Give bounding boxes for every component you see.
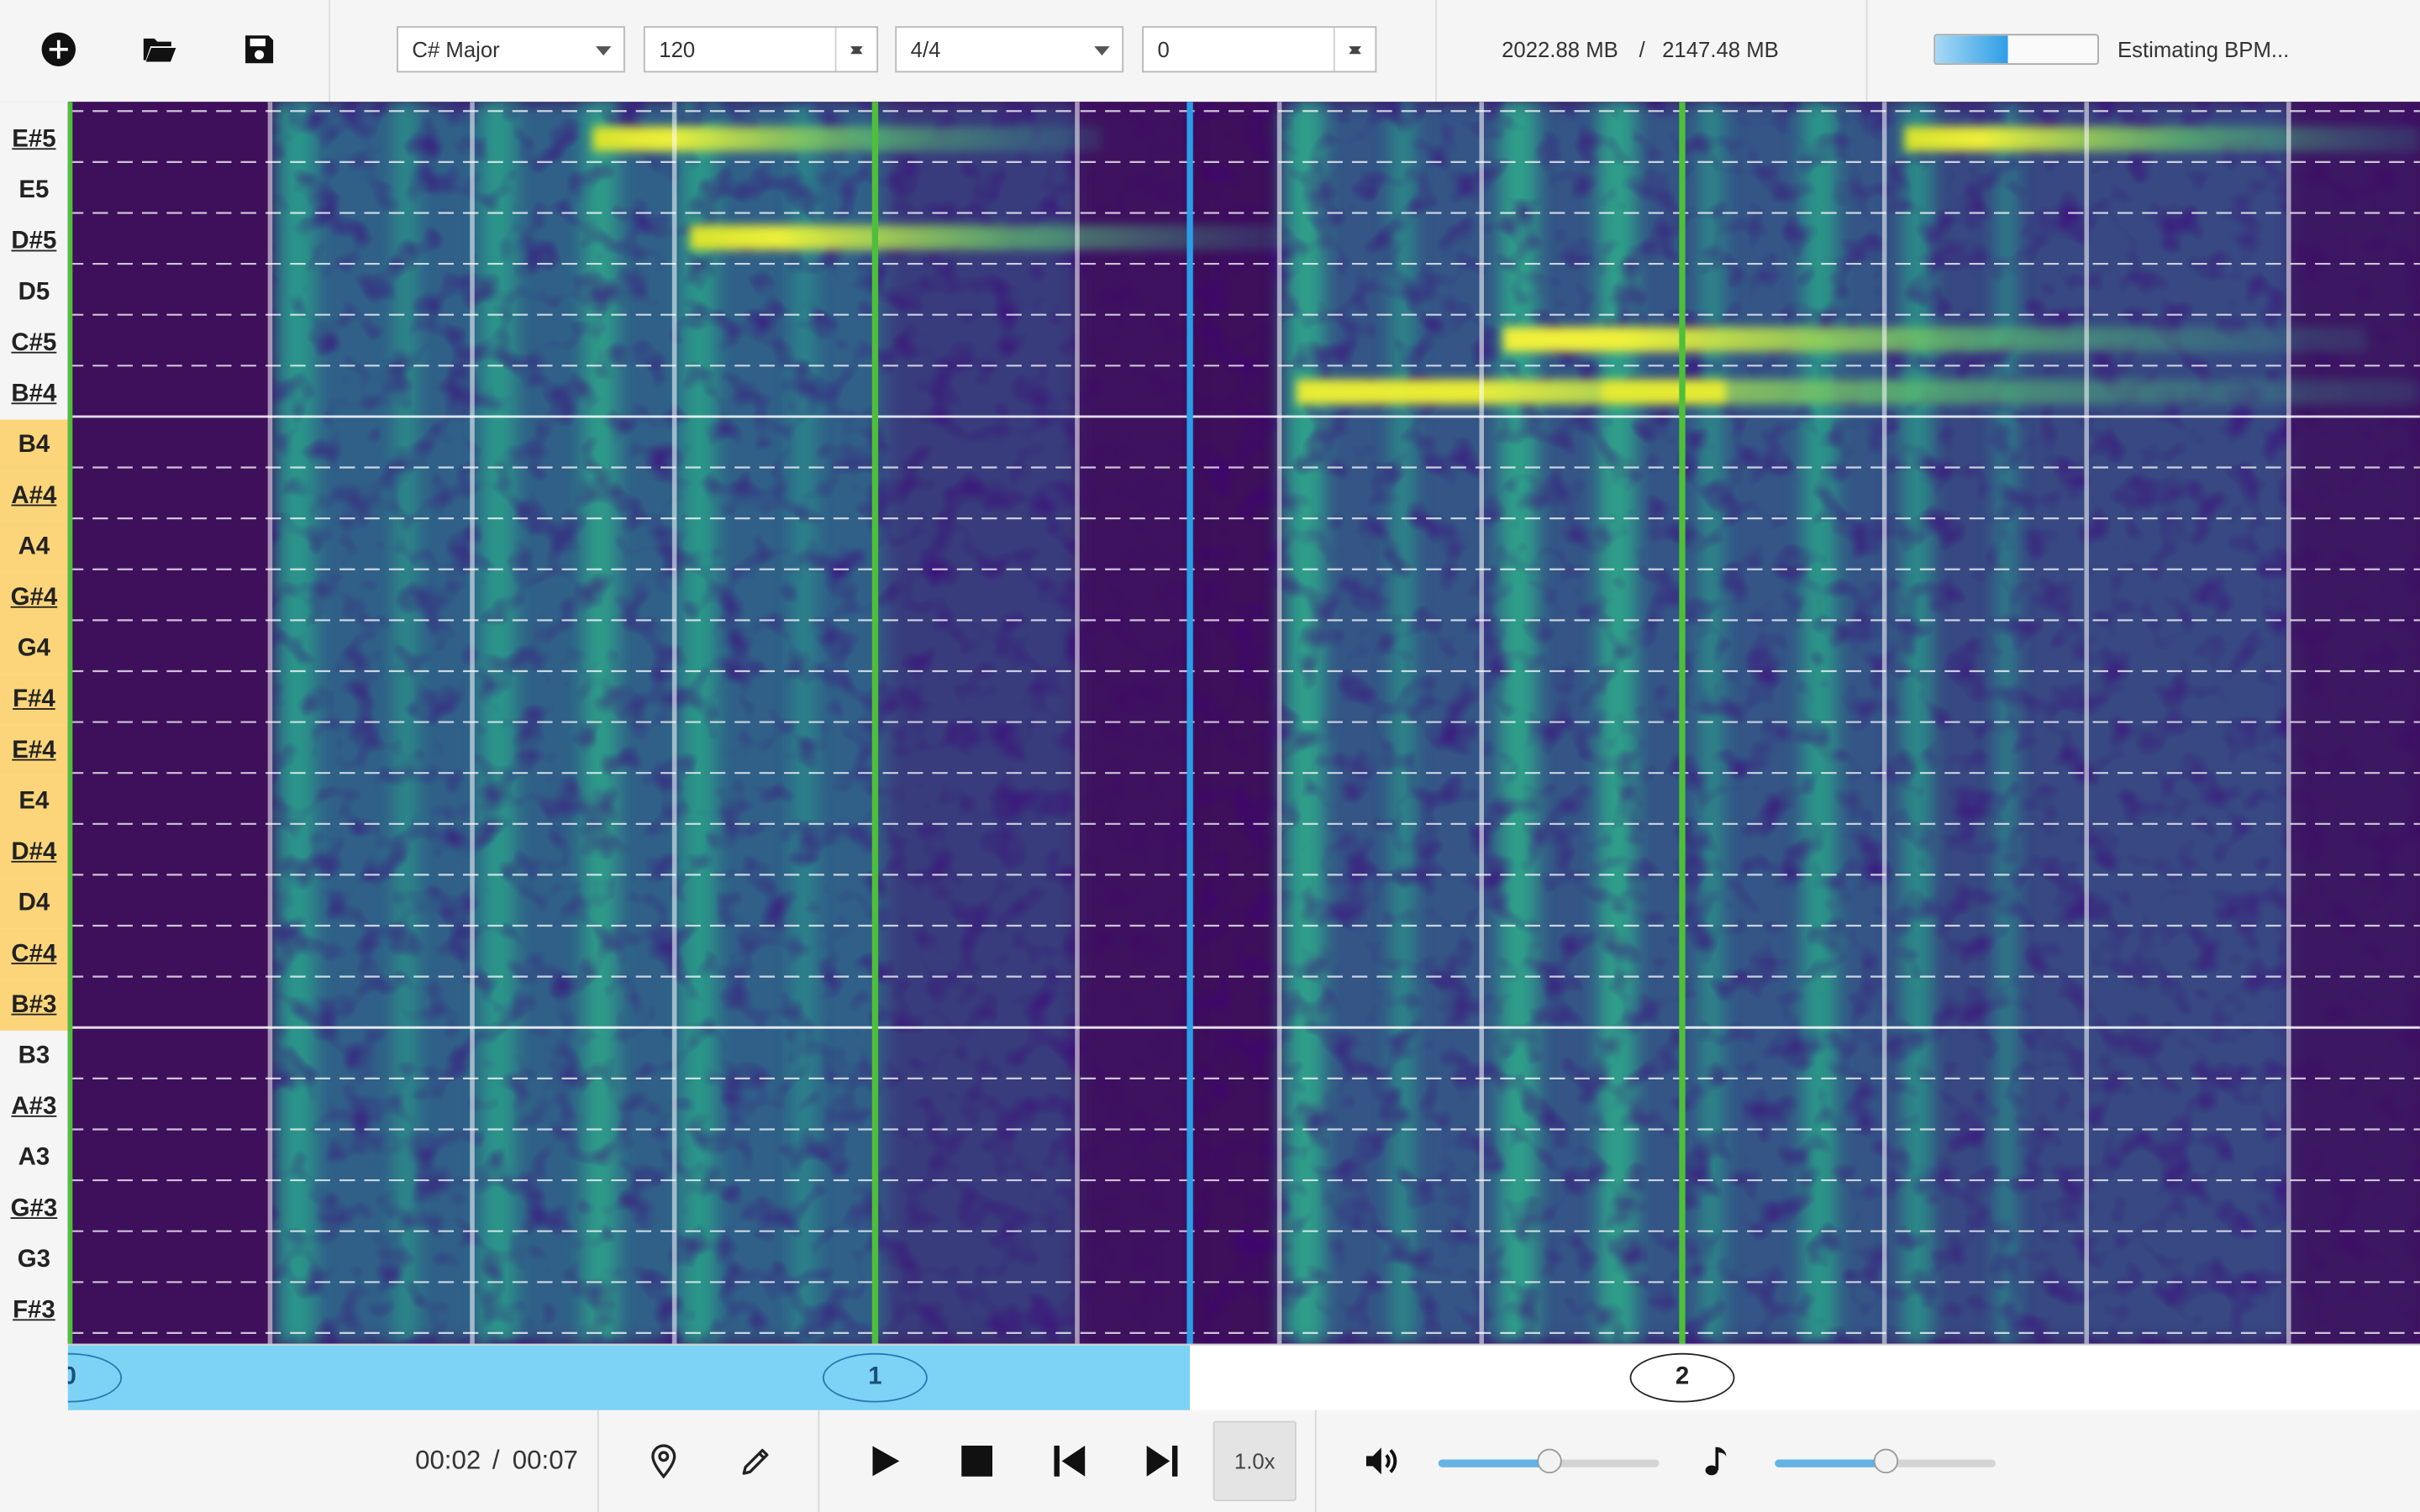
skip-forward-icon[interactable] bbox=[1136, 1435, 1188, 1487]
transport-divider bbox=[1314, 1410, 1317, 1512]
octave-boundaries bbox=[67, 415, 2420, 1029]
progress-fill bbox=[1935, 35, 2009, 64]
offset-input[interactable] bbox=[1143, 28, 1328, 71]
note-label: A4 bbox=[0, 521, 68, 573]
music-note-icon[interactable] bbox=[1691, 1435, 1744, 1487]
key-select[interactable]: C# Major bbox=[397, 26, 625, 73]
bar-ruler[interactable]: 0 1 2 bbox=[67, 1343, 2420, 1414]
beat-grid-lines bbox=[267, 102, 2291, 1344]
transport-bar: 00:02 / 00:07 1.0x bbox=[0, 1410, 2420, 1512]
total-time: 00:07 bbox=[512, 1445, 578, 1475]
spectrogram-view[interactable] bbox=[67, 102, 2420, 1344]
volume-slider-fill bbox=[1438, 1459, 1549, 1467]
note-label: F#4 bbox=[0, 674, 68, 726]
note-label: D#5 bbox=[11, 228, 57, 255]
note-volume-slider-thumb[interactable] bbox=[1872, 1448, 1898, 1474]
memory-separator: / bbox=[1639, 37, 1645, 62]
note-volume-slider[interactable] bbox=[1775, 1448, 1996, 1474]
volume-icon[interactable] bbox=[1355, 1435, 1407, 1487]
bar-marker[interactable]: 2 bbox=[1629, 1352, 1735, 1403]
note-label: B#3 bbox=[0, 979, 68, 1031]
note-label: E4 bbox=[0, 775, 68, 827]
note-label: B#4 bbox=[11, 381, 57, 407]
note-label: E#4 bbox=[0, 725, 68, 776]
note-label: C#5 bbox=[11, 330, 57, 357]
bpm-input[interactable] bbox=[644, 28, 829, 71]
time-separator: / bbox=[492, 1445, 500, 1475]
note-label: C#4 bbox=[0, 928, 68, 980]
memory-used: 2022.88 MB bbox=[1502, 37, 1618, 62]
note-labels: E#5 E5 D#5 D5 C#5 B#4 B4 A#4 A4 G#4 G4 F#4 E#4 E4 D#4 D… bbox=[0, 102, 70, 1344]
note-volume-slider-fill bbox=[1775, 1459, 1886, 1467]
skip-back-icon[interactable] bbox=[1044, 1435, 1096, 1487]
note-label: E5 bbox=[18, 177, 50, 204]
note-grid-lines bbox=[67, 110, 2420, 1335]
arrow-down-icon bbox=[1349, 45, 1361, 75]
note-label: F#3 bbox=[13, 1297, 55, 1324]
note-label: D4 bbox=[0, 878, 68, 929]
note-label: A3 bbox=[18, 1144, 50, 1172]
folder-open-icon[interactable] bbox=[131, 22, 187, 77]
chevron-down-icon bbox=[1094, 46, 1110, 56]
offset-stepper bbox=[1333, 28, 1376, 71]
note-label: D5 bbox=[18, 279, 50, 306]
bpm-spinbox[interactable] bbox=[643, 26, 879, 73]
add-circle-icon[interactable] bbox=[31, 22, 87, 77]
bar-lines bbox=[67, 102, 1686, 1344]
toolbar-divider bbox=[1865, 0, 1868, 102]
transport-divider bbox=[597, 1410, 599, 1512]
playback-speed-button[interactable]: 1.0x bbox=[1213, 1420, 1297, 1502]
current-time: 00:02 bbox=[415, 1445, 481, 1475]
offset-decrement-button[interactable] bbox=[1335, 45, 1376, 71]
note-label: G#4 bbox=[0, 572, 68, 624]
note-label: G#3 bbox=[10, 1195, 58, 1222]
volume-slider-thumb[interactable] bbox=[1536, 1448, 1561, 1474]
status-text: Estimating BPM... bbox=[2117, 37, 2290, 62]
note-label: B3 bbox=[18, 1042, 50, 1069]
note-label: D#4 bbox=[0, 827, 68, 879]
spectrogram-canvas bbox=[67, 102, 2420, 1344]
offset-spinbox[interactable] bbox=[1142, 26, 1377, 73]
note-label: E#5 bbox=[12, 126, 56, 153]
bar-marker[interactable]: 1 bbox=[822, 1352, 928, 1403]
note-label: A#3 bbox=[11, 1094, 57, 1121]
top-toolbar: C# Major 4/4 2022.88 MB / 2147.48 MB bbox=[0, 0, 2420, 104]
key-select-value: C# Major bbox=[412, 37, 500, 62]
toolbar-divider bbox=[1435, 0, 1437, 102]
bpm-estimate-progress bbox=[1933, 34, 2099, 66]
time-signature-select[interactable]: 4/4 bbox=[895, 26, 1124, 73]
play-icon[interactable] bbox=[858, 1435, 910, 1487]
volume-slider[interactable] bbox=[1438, 1448, 1660, 1474]
note-label: B4 bbox=[0, 419, 68, 471]
bpm-stepper bbox=[834, 28, 877, 71]
played-region bbox=[67, 1345, 1191, 1412]
playback-speed-label: 1.0x bbox=[1234, 1448, 1276, 1474]
stop-icon[interactable] bbox=[950, 1435, 1002, 1487]
transport-divider bbox=[818, 1410, 820, 1512]
toolbar-divider bbox=[329, 0, 331, 102]
arrow-down-icon bbox=[850, 45, 863, 75]
chevron-down-icon bbox=[595, 46, 612, 56]
note-label: A#4 bbox=[0, 470, 68, 522]
bpm-decrement-button[interactable] bbox=[836, 45, 876, 71]
note-label: G4 bbox=[0, 623, 68, 675]
pencil-icon[interactable] bbox=[730, 1435, 782, 1487]
map-pin-icon[interactable] bbox=[638, 1435, 690, 1487]
note-label: G3 bbox=[17, 1247, 51, 1273]
memory-total: 2147.48 MB bbox=[1662, 37, 1779, 62]
save-icon[interactable] bbox=[232, 22, 287, 77]
time-signature-value: 4/4 bbox=[910, 37, 941, 62]
